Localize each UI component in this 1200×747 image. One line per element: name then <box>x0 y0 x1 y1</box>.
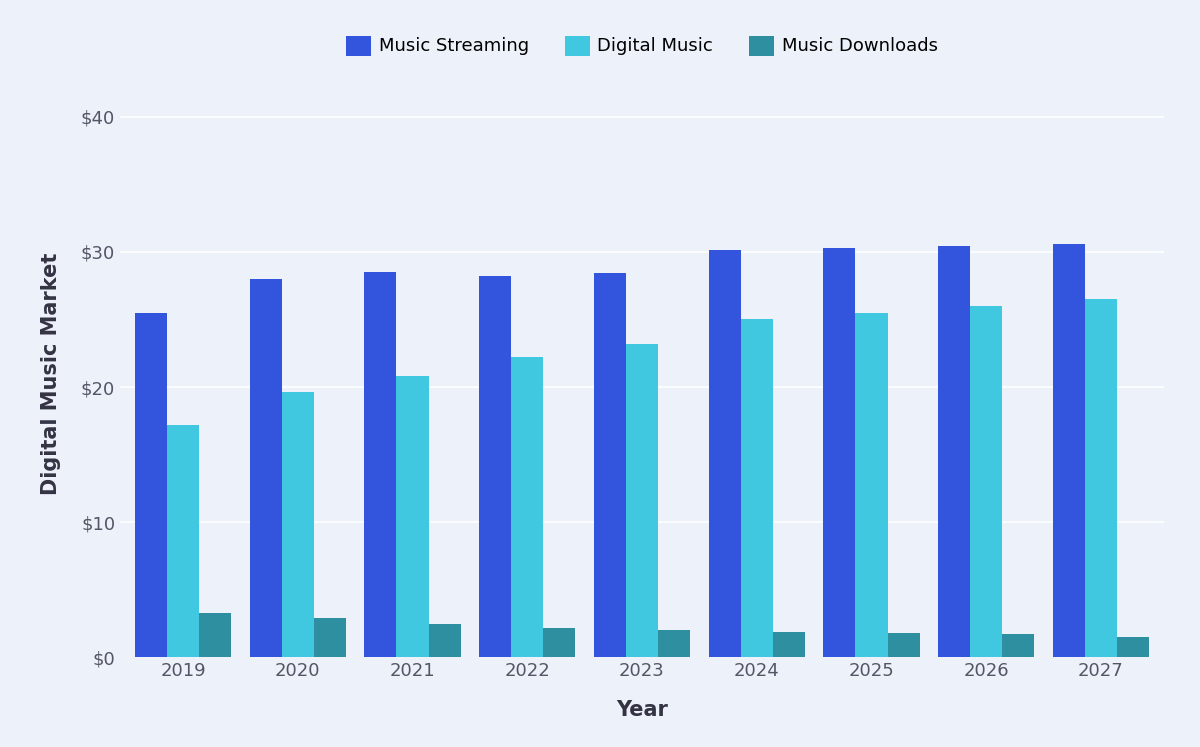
Bar <box>823 248 856 657</box>
Bar <box>970 306 1002 657</box>
Bar <box>938 247 970 657</box>
Bar <box>594 273 626 657</box>
Bar <box>1002 634 1034 657</box>
Bar <box>626 344 658 657</box>
Bar <box>888 633 919 657</box>
Bar <box>708 250 740 657</box>
Bar <box>1052 244 1085 657</box>
Bar <box>658 630 690 657</box>
Bar <box>250 279 282 657</box>
Bar <box>396 376 428 657</box>
Legend: Music Streaming, Digital Music, Music Downloads: Music Streaming, Digital Music, Music Do… <box>337 25 947 65</box>
Bar <box>134 313 167 657</box>
Bar <box>1117 637 1150 657</box>
Bar <box>428 624 461 657</box>
Bar <box>511 357 544 657</box>
Y-axis label: Digital Music Market: Digital Music Market <box>42 252 61 495</box>
Bar <box>544 627 576 657</box>
Bar <box>479 276 511 657</box>
Bar <box>740 320 773 657</box>
Bar <box>167 425 199 657</box>
X-axis label: Year: Year <box>616 700 668 719</box>
Bar <box>856 313 888 657</box>
Bar <box>282 392 314 657</box>
Bar <box>199 613 232 657</box>
Bar <box>365 272 396 657</box>
Bar <box>314 619 346 657</box>
Bar <box>1085 299 1117 657</box>
Bar <box>773 632 805 657</box>
